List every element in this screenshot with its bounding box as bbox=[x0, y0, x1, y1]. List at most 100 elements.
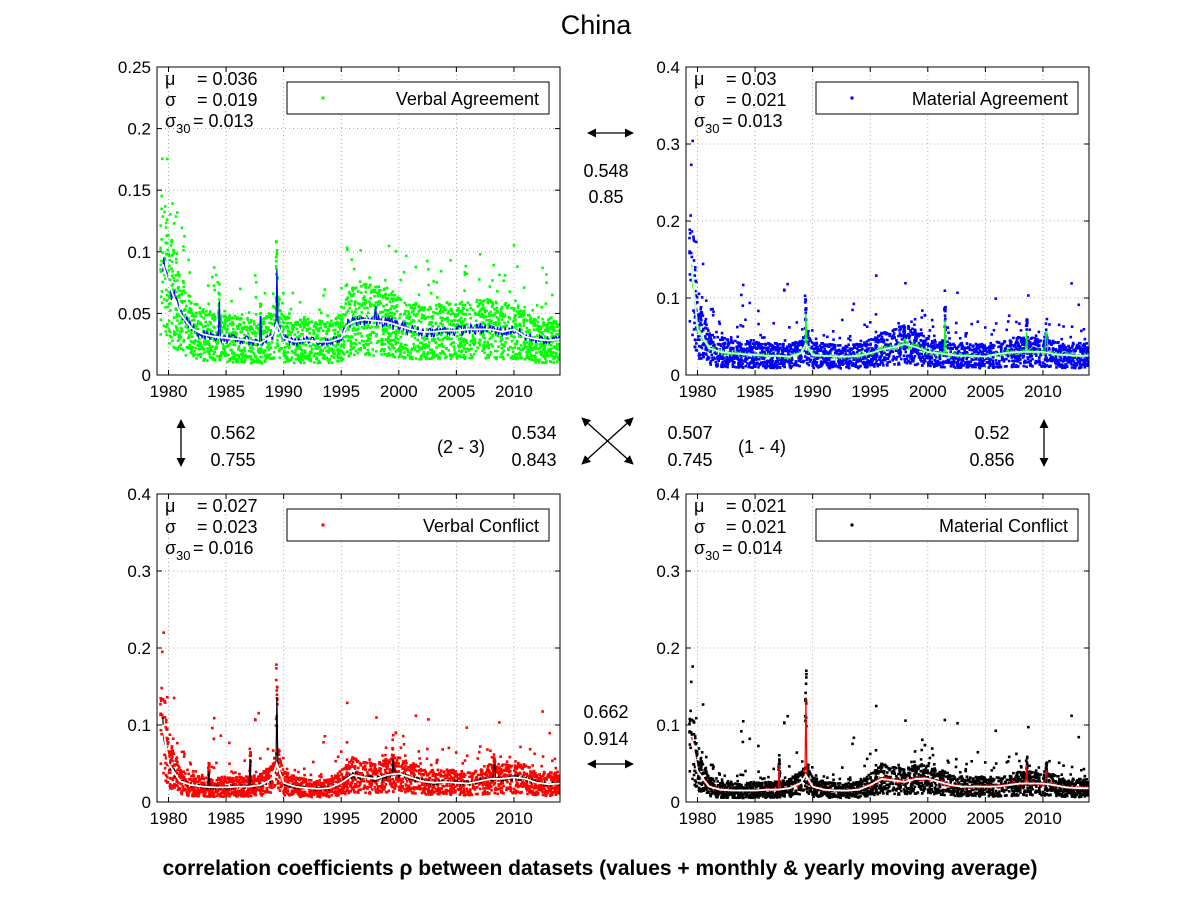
data-point bbox=[522, 341, 526, 344]
data-point bbox=[1034, 334, 1038, 338]
data-point bbox=[487, 314, 491, 318]
data-point bbox=[319, 326, 323, 330]
data-point bbox=[861, 347, 864, 351]
data-point bbox=[1079, 350, 1082, 354]
data-point bbox=[889, 342, 893, 346]
data-point bbox=[376, 300, 380, 304]
data-point bbox=[551, 323, 554, 327]
data-point bbox=[707, 341, 711, 345]
data-point bbox=[1081, 344, 1085, 347]
data-point bbox=[333, 321, 336, 325]
data-point bbox=[385, 327, 388, 331]
data-point bbox=[274, 313, 277, 317]
data-point bbox=[196, 320, 200, 323]
data-point bbox=[422, 308, 426, 312]
data-point bbox=[528, 346, 532, 349]
data-point bbox=[1028, 328, 1032, 331]
data-point bbox=[315, 346, 319, 350]
data-point bbox=[483, 310, 487, 314]
data-point bbox=[483, 308, 486, 312]
data-point bbox=[216, 325, 220, 328]
legend: Verbal Agreement bbox=[286, 81, 550, 115]
data-point bbox=[979, 350, 983, 354]
data-point bbox=[807, 357, 811, 360]
data-point bbox=[387, 293, 391, 297]
data-point bbox=[331, 350, 335, 354]
data-point bbox=[201, 325, 205, 329]
data-point bbox=[859, 355, 863, 359]
data-point bbox=[451, 341, 454, 345]
data-point bbox=[219, 323, 222, 327]
data-point bbox=[712, 310, 715, 314]
data-point bbox=[478, 343, 482, 347]
data-point bbox=[540, 350, 543, 353]
data-point bbox=[345, 322, 348, 326]
data-point bbox=[413, 348, 417, 351]
data-point bbox=[746, 362, 749, 365]
data-point bbox=[191, 345, 195, 349]
data-point bbox=[492, 322, 496, 325]
data-point bbox=[339, 325, 342, 328]
data-point bbox=[937, 346, 941, 349]
data-point bbox=[439, 269, 443, 273]
data-point bbox=[932, 352, 936, 356]
data-point bbox=[449, 259, 452, 262]
data-point bbox=[863, 349, 867, 352]
data-point bbox=[254, 354, 257, 358]
data-point bbox=[326, 314, 329, 317]
data-point bbox=[300, 321, 304, 324]
data-point bbox=[231, 360, 235, 364]
data-point bbox=[491, 345, 494, 348]
data-point bbox=[1060, 344, 1063, 348]
x-tick-label: 1980 bbox=[679, 382, 717, 401]
data-point bbox=[350, 310, 354, 313]
data-point bbox=[464, 313, 468, 316]
data-point bbox=[217, 291, 221, 295]
data-point bbox=[219, 314, 223, 318]
data-point bbox=[839, 359, 843, 363]
data-point bbox=[945, 345, 948, 348]
data-point bbox=[481, 335, 485, 339]
data-point bbox=[1066, 357, 1069, 360]
data-point bbox=[912, 339, 916, 342]
data-point bbox=[994, 359, 998, 362]
data-point bbox=[173, 330, 176, 333]
data-point bbox=[313, 337, 316, 341]
data-point bbox=[970, 358, 974, 361]
data-point bbox=[730, 340, 733, 343]
data-point bbox=[340, 359, 343, 363]
data-point bbox=[242, 321, 245, 325]
data-point bbox=[701, 327, 705, 331]
data-point bbox=[459, 320, 462, 324]
data-point bbox=[382, 295, 386, 298]
data-point bbox=[419, 357, 423, 361]
data-point bbox=[734, 339, 737, 343]
data-point bbox=[438, 305, 441, 309]
data-point bbox=[206, 347, 210, 350]
data-point bbox=[938, 353, 941, 357]
data-point bbox=[414, 301, 418, 305]
data-point bbox=[341, 351, 345, 355]
data-point bbox=[317, 359, 321, 363]
data-point bbox=[501, 351, 504, 354]
data-point bbox=[299, 318, 302, 322]
data-point bbox=[731, 347, 735, 351]
data-point bbox=[247, 335, 250, 339]
data-point bbox=[500, 343, 504, 346]
data-point bbox=[1038, 359, 1041, 362]
data-point bbox=[435, 341, 438, 345]
data-point bbox=[1032, 342, 1035, 345]
data-point bbox=[173, 279, 176, 283]
y-tick-label: 0.05 bbox=[118, 304, 151, 323]
data-point bbox=[799, 343, 802, 347]
data-point bbox=[723, 342, 727, 345]
data-point bbox=[540, 342, 543, 346]
data-point bbox=[167, 268, 171, 272]
data-point bbox=[509, 356, 513, 360]
data-point bbox=[319, 323, 322, 326]
data-point bbox=[291, 350, 295, 354]
data-point bbox=[1079, 341, 1082, 345]
data-point bbox=[165, 299, 169, 302]
data-point bbox=[697, 352, 701, 356]
data-point bbox=[239, 349, 242, 352]
